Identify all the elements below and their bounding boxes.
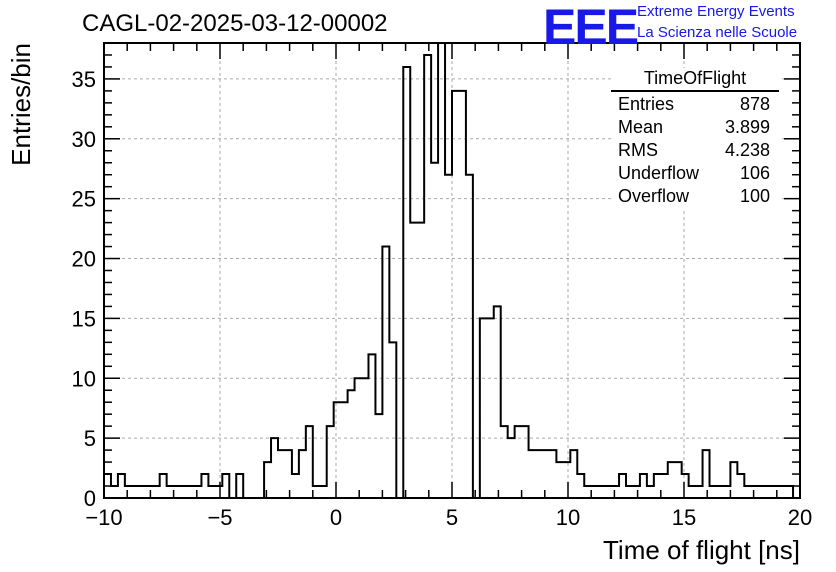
stats-value: 3.899 [724,117,770,137]
stats-value: 100 [739,186,770,206]
x-tick-label: 0 [330,505,342,530]
x-tick-label: 5 [446,505,458,530]
y-tick-label: 20 [72,247,96,272]
logo-line-1: Extreme Energy Events [637,3,795,20]
x-tick-label: 20 [788,505,812,530]
stats-value: 106 [739,163,770,183]
x-tick-label: 15 [672,505,696,530]
y-tick-label: 35 [72,67,96,92]
stats-value: 4.238 [724,140,770,160]
y-axis-label: Entries/bin [6,43,36,166]
y-tick-label: 0 [84,486,96,511]
stats-box: TimeOfFlight Entries 878 Mean 3.899 RMS … [611,68,779,208]
axis-tick-labels: −10 −5 0 5 10 15 20 0 5 10 15 20 25 30 35 [72,67,813,530]
eee-logo: EEE [543,0,639,55]
stats-label: Mean [618,117,664,137]
x-tick-label: −10 [85,505,122,530]
stats-value: 878 [739,94,770,114]
y-tick-label: 10 [72,366,96,391]
stats-label: Overflow [618,186,690,206]
stats-histogram-name: TimeOfFlight [643,68,747,88]
x-tick-label: −5 [207,505,232,530]
run-title: CAGL-02-2025-03-12-00002 [82,10,388,37]
axis-ticks [103,42,801,499]
stats-label: Underflow [618,163,700,183]
y-tick-label: 30 [72,127,96,152]
stats-divider [611,90,779,92]
y-tick-label: 5 [84,426,96,451]
stats-label: Entries [618,94,675,114]
x-tick-label: 10 [556,505,580,530]
stats-label: RMS [618,140,658,160]
x-axis-label: Time of flight [ns] [603,535,800,565]
logo-line-2: La Scienza nelle Scuole [637,24,798,41]
y-tick-label: 15 [72,306,96,331]
y-tick-label: 25 [72,187,96,212]
